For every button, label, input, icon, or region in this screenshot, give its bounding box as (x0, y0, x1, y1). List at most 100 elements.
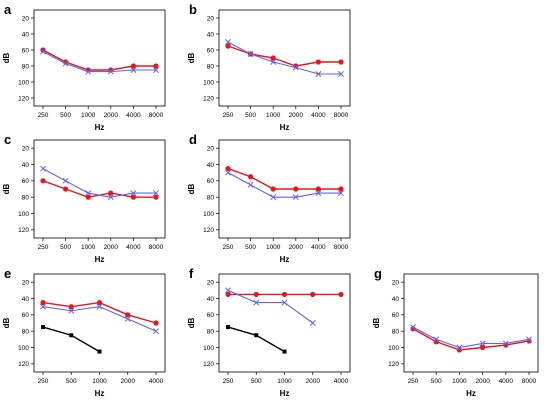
y-tick-label: 100 (18, 211, 29, 218)
panel-letter-b: b (189, 2, 197, 17)
x-tick-label: 1000 (81, 244, 96, 251)
x-tick-label: 250 (38, 244, 49, 251)
data-point (62, 60, 69, 67)
x-axis-label: Hz (466, 389, 476, 398)
x-tick-label: 8000 (149, 244, 164, 251)
x-tick-label: 2000 (475, 378, 490, 385)
y-tick-label: 100 (203, 79, 214, 86)
data-point (130, 63, 136, 69)
data-point (315, 71, 322, 77)
y-tick-label: 80 (207, 63, 215, 70)
x-tick-label: 1000 (92, 378, 107, 385)
y-axis-label: dB (187, 317, 196, 328)
y-tick-label: 60 (22, 47, 30, 54)
data-point (247, 181, 254, 188)
data-point (63, 186, 69, 192)
y-tick-label: 40 (22, 31, 30, 38)
data-point (526, 336, 532, 343)
data-point (130, 67, 137, 73)
series-line (42, 51, 156, 73)
data-point (270, 194, 277, 201)
y-axis-label: dB (2, 52, 11, 63)
data-point (124, 315, 131, 322)
data-point (40, 48, 46, 55)
y-tick-label: 20 (22, 279, 30, 286)
data-point (310, 291, 316, 298)
series-line (227, 289, 314, 324)
x-tick-label: 1000 (452, 378, 467, 385)
data-point (125, 312, 131, 318)
data-point (107, 194, 114, 201)
x-tick-label: 500 (431, 378, 442, 385)
data-point (40, 165, 46, 172)
panel-g: g 20 40 60 80 100 120 250 500 1000 2000 4000 8000 Hz d… (372, 266, 539, 398)
y-tick-label: 40 (207, 296, 215, 303)
data-point (225, 39, 231, 45)
data-point (225, 165, 231, 172)
x-tick-label: 8000 (334, 112, 349, 119)
data-point (85, 190, 92, 197)
data-point (281, 299, 288, 306)
data-point (282, 349, 287, 354)
y-tick-label: 100 (203, 345, 214, 352)
y-tick-label: 20 (207, 145, 215, 152)
y-tick-label: 20 (207, 15, 215, 22)
x-tick-label: 1000 (81, 112, 96, 119)
y-axis-label: dB (372, 317, 381, 328)
data-point (153, 328, 159, 335)
y-tick-label: 80 (22, 63, 30, 70)
y-axis-label: dB (187, 52, 196, 63)
x-tick-label: 250 (223, 112, 234, 119)
y-tick-label: 40 (22, 296, 30, 303)
data-point (225, 43, 231, 49)
x-tick-label: 4000 (149, 378, 164, 385)
data-point (292, 194, 299, 201)
data-point (153, 63, 159, 69)
data-point (225, 287, 231, 294)
y-tick-label: 80 (22, 328, 30, 335)
data-point (153, 194, 159, 200)
data-point (40, 299, 46, 306)
data-point (281, 291, 288, 298)
data-point (254, 333, 259, 338)
series-line (42, 168, 156, 198)
series-line (227, 41, 341, 75)
plot-frame (33, 9, 166, 107)
panel-f: f 20 40 60 80 100 120 250 500 1000 2000 4000 Hz dB (187, 266, 351, 398)
x-tick-label: 500 (245, 112, 256, 119)
data-point (69, 333, 74, 338)
plot-frame (218, 9, 351, 107)
data-point (292, 64, 299, 71)
x-tick-label: 4000 (126, 244, 141, 251)
data-point (40, 47, 46, 53)
panel-letter-a: a (4, 2, 12, 17)
data-point (96, 303, 103, 310)
data-point (85, 68, 92, 75)
y-tick-label: 120 (388, 361, 399, 368)
x-tick-label: 4000 (334, 378, 349, 385)
x-tick-label: 1000 (277, 378, 292, 385)
data-point (502, 340, 509, 347)
y-tick-label: 20 (392, 279, 400, 286)
data-point (85, 194, 91, 200)
data-point (225, 291, 231, 298)
y-tick-label: 80 (207, 328, 215, 335)
data-point (108, 190, 114, 196)
data-point (338, 190, 344, 197)
panel-a: a 20 40 60 80 100 120 250 500 1000 2000 4000 8000 Hz d… (2, 2, 166, 132)
x-axis-label: Hz (280, 389, 290, 398)
series-line (227, 167, 341, 190)
y-tick-label: 120 (203, 95, 214, 102)
x-tick-label: 4000 (499, 378, 514, 385)
data-point (96, 299, 103, 306)
data-point (253, 299, 260, 306)
x-tick-label: 4000 (126, 112, 141, 119)
series-line (412, 328, 530, 351)
data-point (315, 59, 321, 65)
x-tick-label: 250 (223, 244, 234, 251)
data-point (315, 186, 321, 192)
y-tick-label: 120 (18, 95, 29, 102)
x-axis-label: Hz (95, 255, 105, 264)
y-axis-label: dB (2, 317, 11, 328)
data-point (130, 190, 137, 197)
